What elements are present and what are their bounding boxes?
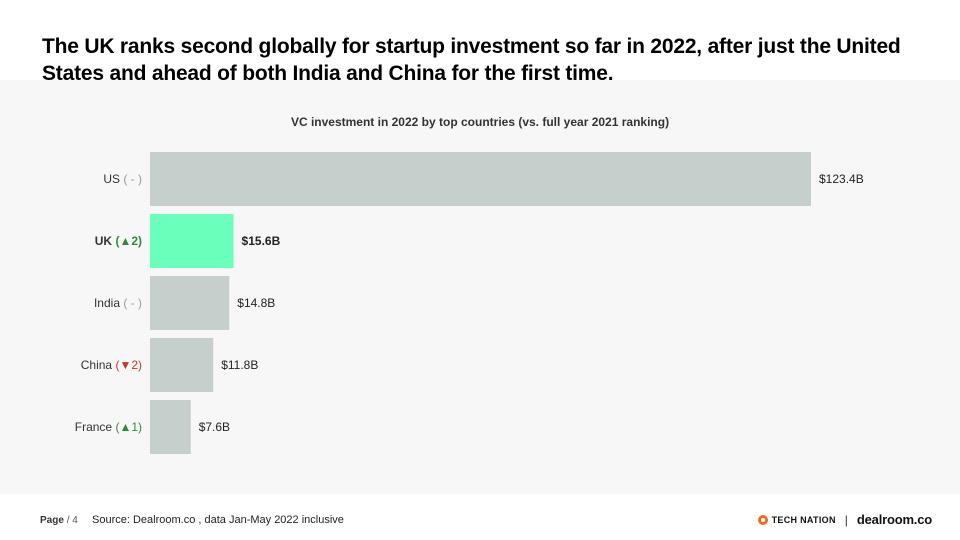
bar-china <box>150 338 214 392</box>
tech-nation-logo-icon <box>757 514 768 525</box>
value-label-uk: $15.6B <box>242 234 281 248</box>
bar-india <box>150 276 230 330</box>
rank-change-france: ▲1 <box>119 420 138 434</box>
value-label-china: $11.8B <box>221 358 258 372</box>
bar-uk <box>150 214 234 268</box>
page-indicator: Page / 4 <box>40 515 78 526</box>
category-label-us: US ( - ) <box>103 172 142 186</box>
category-label-china: China (▼2) <box>81 358 142 372</box>
value-label-india: $14.8B <box>237 296 275 310</box>
footer-logos: TECH NATION | dealroom.co <box>757 512 932 527</box>
tech-nation-logo: TECH NATION <box>771 514 836 525</box>
page-number: / 4 <box>66 515 78 526</box>
category-label-france: France (▲1) <box>75 420 142 434</box>
rank-change-uk: ▲2 <box>119 234 138 248</box>
rank-change-india: - <box>127 296 138 310</box>
rank-change-us: - <box>127 172 138 186</box>
bar-france <box>150 400 191 454</box>
logo-separator: | <box>844 512 848 527</box>
dealroom-logo: dealroom.co <box>856 512 932 527</box>
value-label-us: $123.4B <box>819 172 864 186</box>
page-headline: The UK ranks second globally for startup… <box>42 35 901 85</box>
value-label-france: $7.6B <box>199 420 230 434</box>
chart-title: VC investment in 2022 by top countries (… <box>290 115 670 129</box>
bar-us <box>150 152 811 206</box>
rank-change-china: ▼2 <box>119 358 138 372</box>
source-note: Source: Dealroom.co , data Jan-May 2022 … <box>92 514 344 526</box>
page-label: Page <box>40 515 64 526</box>
category-label-india: India ( - ) <box>94 296 142 310</box>
category-label-uk: UK (▲2) <box>95 234 142 248</box>
